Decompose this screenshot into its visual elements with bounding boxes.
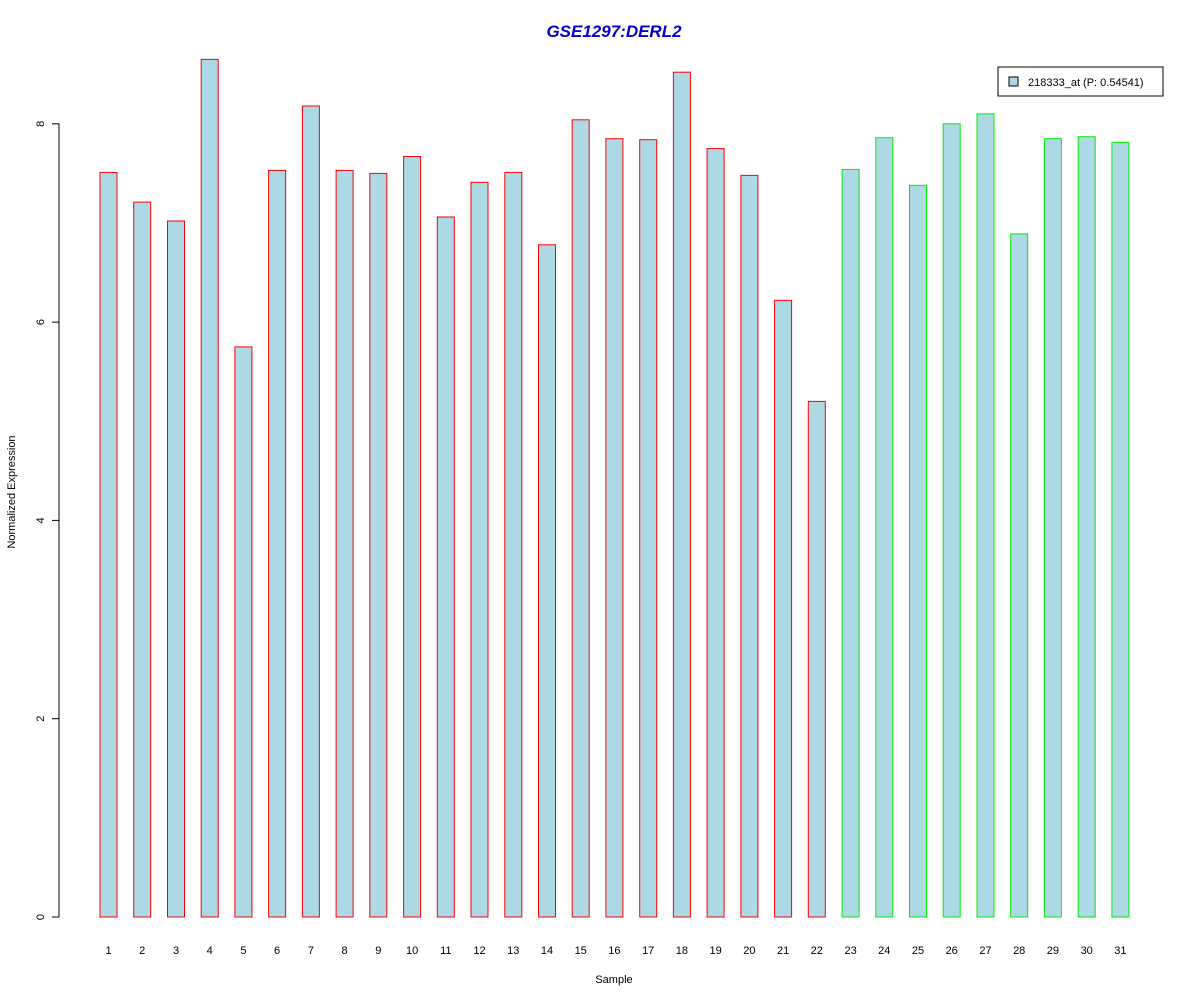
bar-sample-6 xyxy=(268,169,287,918)
bar-sample-28 xyxy=(1010,233,1029,918)
bars-group xyxy=(99,58,1130,918)
x-tick-label: 26 xyxy=(946,945,958,957)
bar-sample-17 xyxy=(639,139,658,918)
x-tick-label: 29 xyxy=(1047,945,1059,957)
x-tick-labels: 1 2 3 4 5 6 7 8 9 10 11 12 13 14 15 16 17 18 19 20 21 22 23 24 2… xyxy=(105,945,1126,957)
bar-sample-9 xyxy=(369,172,388,918)
y-axis-label: Normalized Expression xyxy=(6,435,18,548)
bar-sample-19 xyxy=(706,148,725,918)
bar-sample-26 xyxy=(942,123,961,918)
x-tick-label: 8 xyxy=(342,945,348,957)
legend: 218333_at (P: 0.54541) xyxy=(997,66,1164,97)
x-tick-label: 18 xyxy=(676,945,688,957)
y-tick-label: 8 xyxy=(35,121,47,127)
x-tick-label: 10 xyxy=(406,945,418,957)
bar-sample-5 xyxy=(234,346,253,918)
y-tick-label: 0 xyxy=(35,914,47,920)
y-tick-label: 6 xyxy=(35,319,47,325)
x-tick-label: 4 xyxy=(207,945,213,957)
bar-sample-29 xyxy=(1043,138,1062,918)
x-tick-label: 13 xyxy=(507,945,519,957)
x-tick-label: 21 xyxy=(777,945,789,957)
x-tick-label: 2 xyxy=(139,945,145,957)
x-tick-label: 5 xyxy=(240,945,246,957)
bar-sample-16 xyxy=(605,138,624,918)
x-tick-label: 16 xyxy=(608,945,620,957)
bar-sample-10 xyxy=(403,156,422,918)
x-tick-label: 23 xyxy=(844,945,856,957)
bar-sample-27 xyxy=(976,113,995,918)
bar-sample-18 xyxy=(672,71,691,918)
bar-sample-31 xyxy=(1111,142,1130,918)
bar-sample-4 xyxy=(200,58,219,918)
bar-sample-21 xyxy=(774,299,793,918)
bar-sample-25 xyxy=(909,184,927,918)
bar-sample-11 xyxy=(436,216,455,918)
y-tick-label: 2 xyxy=(35,716,47,722)
x-tick-label: 17 xyxy=(642,945,654,957)
legend-swatch xyxy=(1008,76,1019,87)
x-tick-label: 19 xyxy=(709,945,721,957)
bar-sample-3 xyxy=(167,220,185,918)
x-tick-label: 25 xyxy=(912,945,924,957)
bar-sample-23 xyxy=(841,168,860,918)
x-tick-label: 24 xyxy=(878,945,890,957)
x-tick-label: 28 xyxy=(1013,945,1025,957)
x-tick-label: 12 xyxy=(473,945,485,957)
y-tick-label: 4 xyxy=(35,517,47,523)
x-tick-label: 20 xyxy=(743,945,755,957)
x-tick-label: 22 xyxy=(811,945,823,957)
legend-label: 218333_at (P: 0.54541) xyxy=(1028,77,1144,89)
x-tick-label: 11 xyxy=(440,945,451,957)
chart-title: GSE1297:DERL2 xyxy=(546,22,682,41)
x-tick-label: 15 xyxy=(575,945,587,957)
bar-sample-12 xyxy=(470,181,489,918)
bar-sample-15 xyxy=(571,119,590,918)
bar-sample-24 xyxy=(875,137,894,918)
bar-sample-2 xyxy=(133,201,152,918)
legend-box xyxy=(997,66,1164,97)
bar-sample-8 xyxy=(335,169,354,918)
x-tick-label: 27 xyxy=(979,945,991,957)
bar-sample-20 xyxy=(740,174,759,918)
x-tick-label: 14 xyxy=(541,945,553,957)
bar-sample-14 xyxy=(538,244,556,918)
y-axis: 0 2 4 6 8 xyxy=(35,121,60,920)
x-tick-label: 7 xyxy=(308,945,314,957)
bar-sample-7 xyxy=(301,105,320,918)
x-tick-label: 30 xyxy=(1081,945,1093,957)
x-tick-label: 9 xyxy=(375,945,381,957)
x-tick-label: 31 xyxy=(1114,945,1126,957)
bar-sample-30 xyxy=(1077,136,1096,918)
bar-sample-13 xyxy=(504,171,523,918)
x-tick-label: 3 xyxy=(173,945,179,957)
x-tick-label: 1 xyxy=(105,945,111,957)
bar-sample-22 xyxy=(807,400,826,918)
bar-sample-1 xyxy=(99,171,118,918)
x-axis-label: Sample xyxy=(595,974,632,986)
x-tick-label: 6 xyxy=(274,945,280,957)
